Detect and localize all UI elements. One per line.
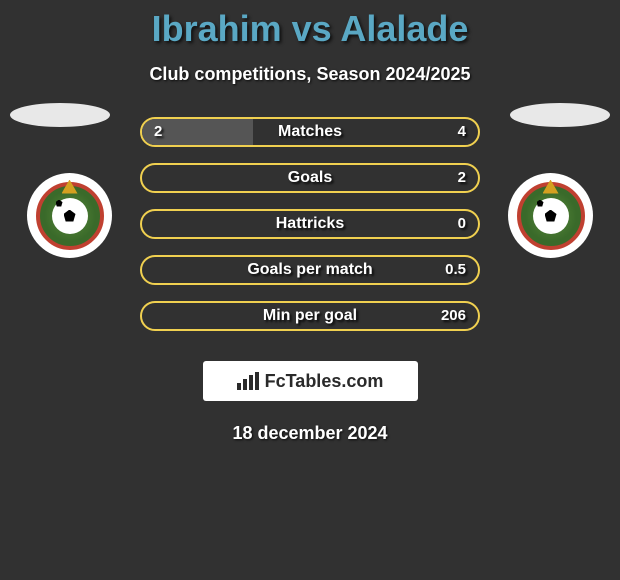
bar-chart-icon — [237, 372, 259, 390]
stats-area: 2Matches4Goals2Hattricks0Goals per match… — [0, 117, 620, 331]
stat-label: Hattricks — [142, 211, 478, 237]
soccer-ball-icon — [52, 198, 88, 234]
subtitle: Club competitions, Season 2024/2025 — [0, 64, 620, 85]
comparison-widget: Ibrahim vs Alalade Club competitions, Se… — [0, 0, 620, 444]
date-text: 18 december 2024 — [0, 423, 620, 444]
stat-right-value: 206 — [441, 303, 466, 329]
soccer-ball-icon — [533, 198, 569, 234]
stat-right-value: 0.5 — [445, 257, 466, 283]
club-crest-icon — [517, 182, 585, 250]
club-badge-left — [27, 173, 112, 258]
club-crest-icon — [36, 182, 104, 250]
stat-row: Hattricks0 — [140, 209, 480, 239]
stat-label: Goals per match — [142, 257, 478, 283]
brand-text: FcTables.com — [265, 371, 384, 392]
stat-row: Min per goal206 — [140, 301, 480, 331]
player-right-ellipse — [510, 103, 610, 127]
page-title: Ibrahim vs Alalade — [0, 8, 620, 50]
stat-right-value: 2 — [458, 165, 466, 191]
player-left-ellipse — [10, 103, 110, 127]
stat-label: Min per goal — [142, 303, 478, 329]
stat-label: Goals — [142, 165, 478, 191]
stat-row: Goals2 — [140, 163, 480, 193]
stat-row: 2Matches4 — [140, 117, 480, 147]
stat-row: Goals per match0.5 — [140, 255, 480, 285]
stat-right-value: 0 — [458, 211, 466, 237]
stat-right-value: 4 — [458, 119, 466, 145]
stat-label: Matches — [142, 119, 478, 145]
brand-box[interactable]: FcTables.com — [203, 361, 418, 401]
club-badge-right — [508, 173, 593, 258]
